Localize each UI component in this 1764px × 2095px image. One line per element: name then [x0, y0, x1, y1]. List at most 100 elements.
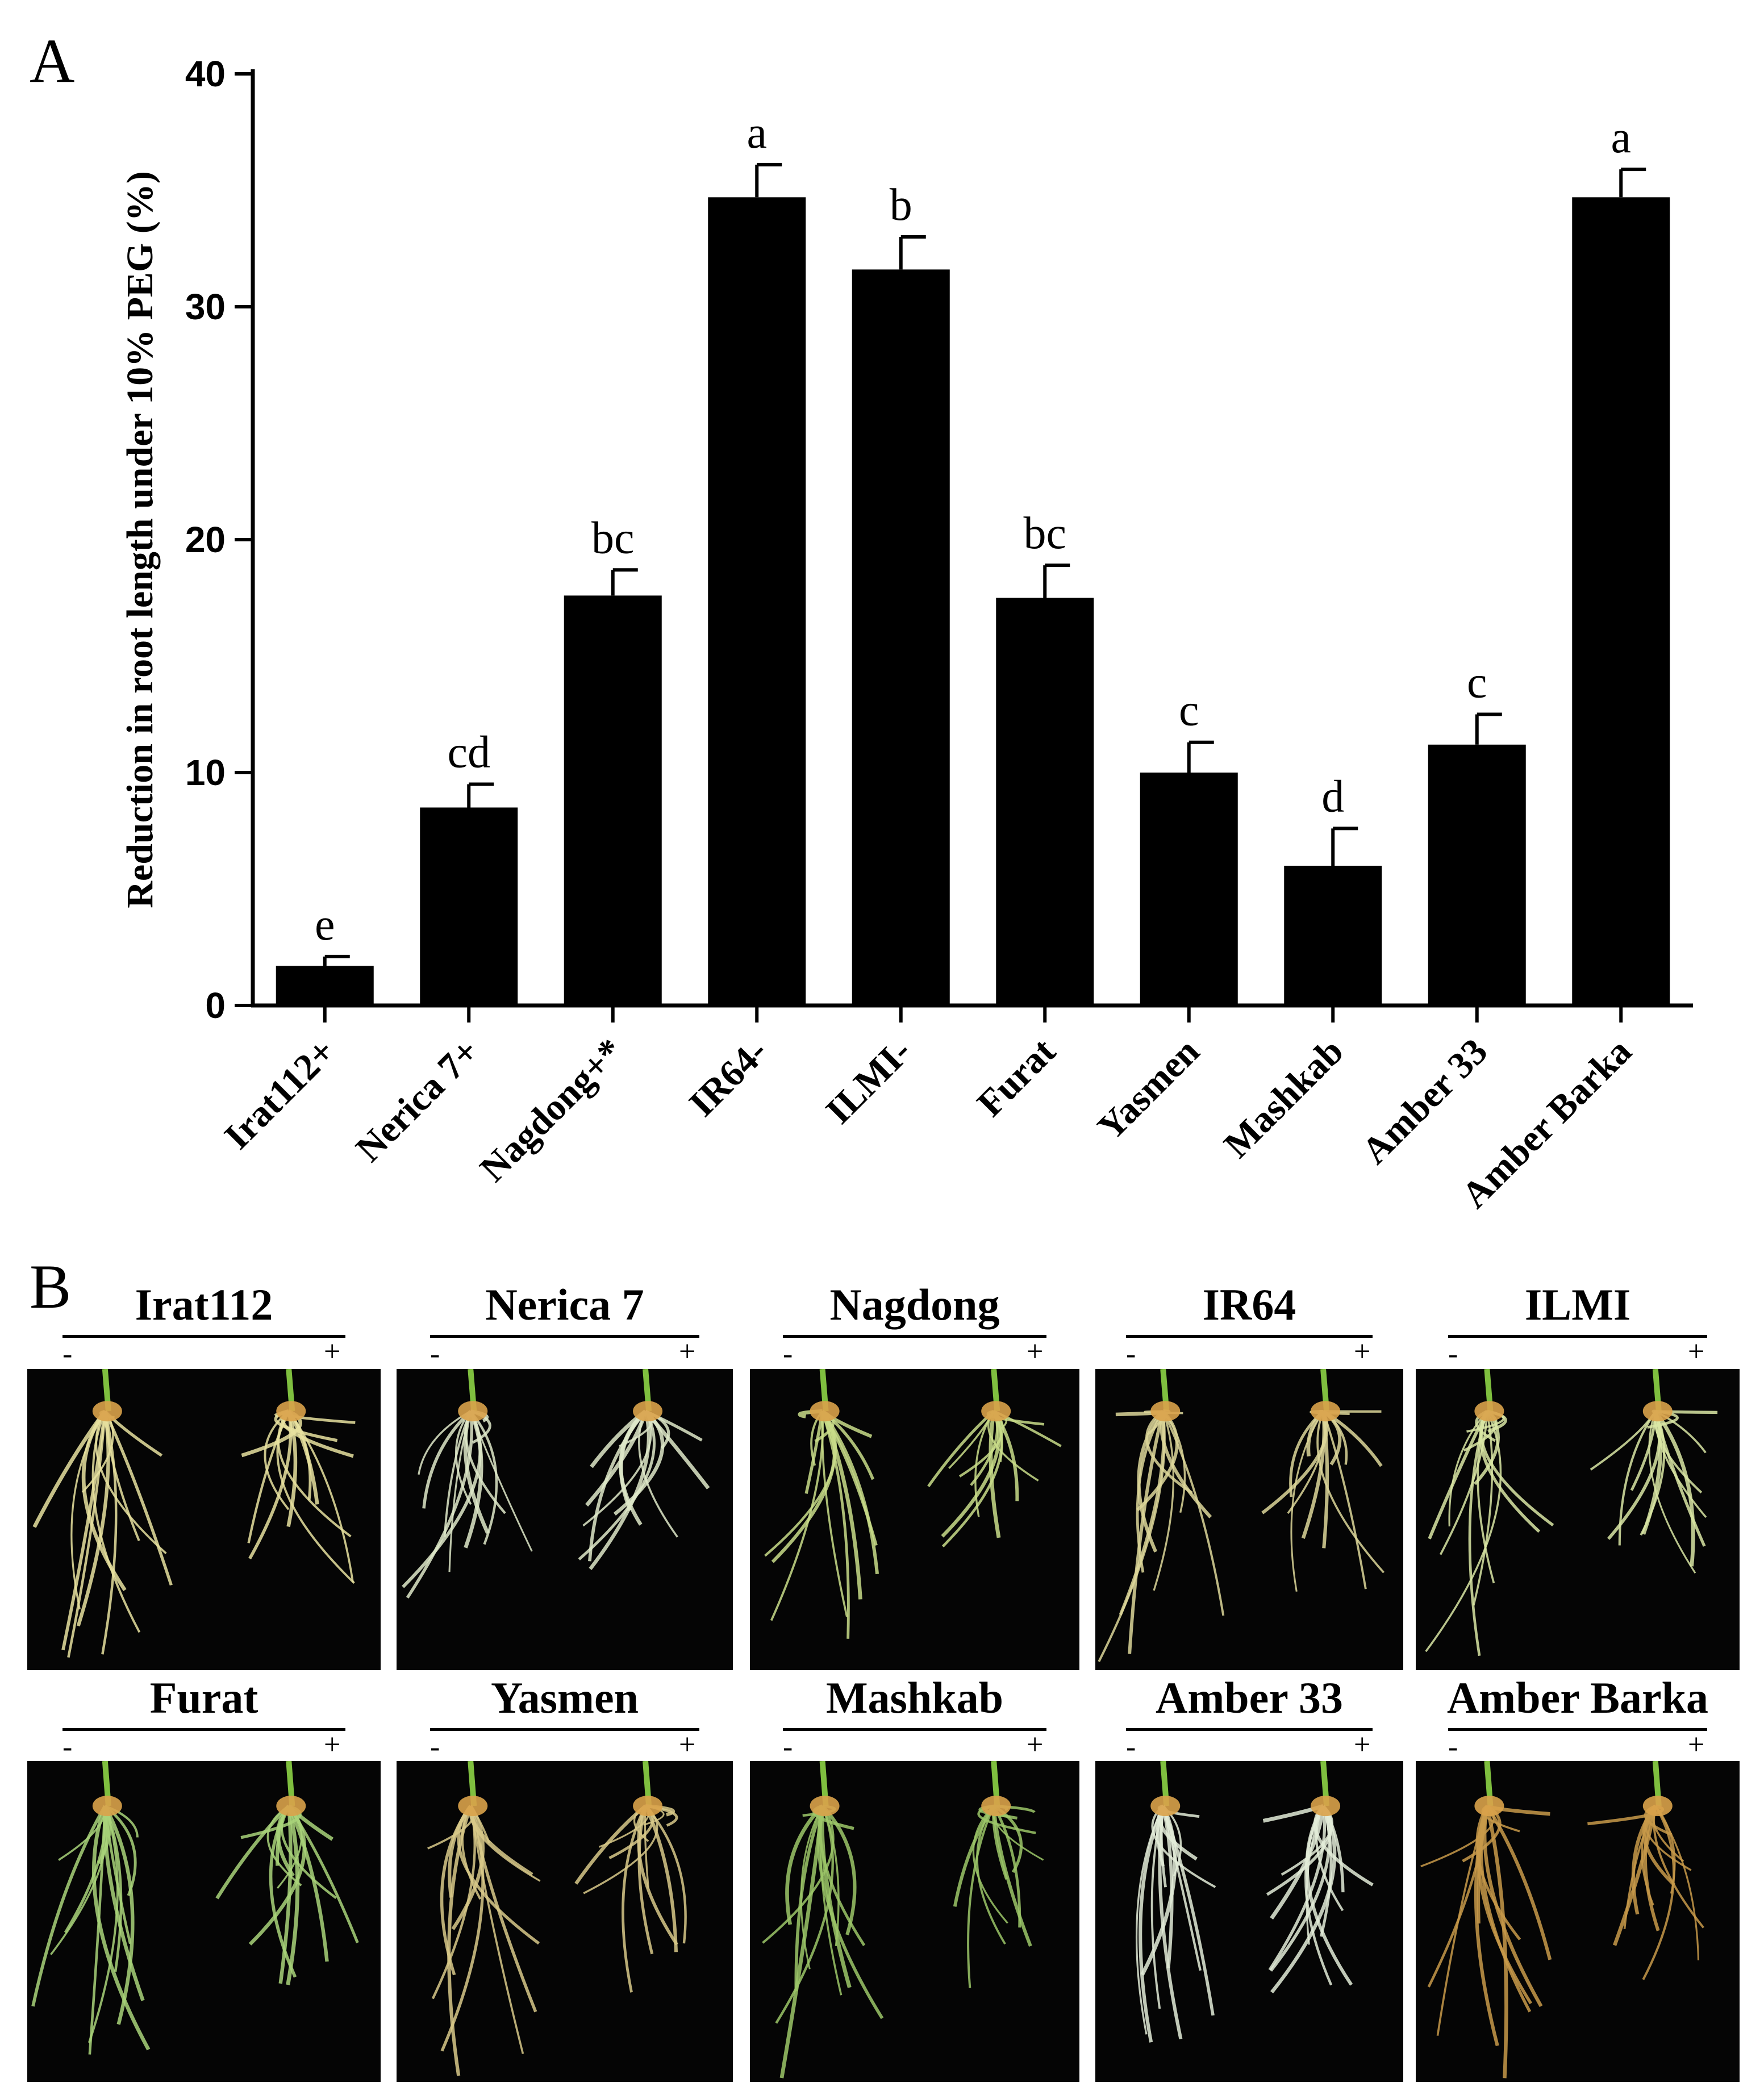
treatment-label: +: [1354, 1729, 1371, 1761]
root-photo: [1416, 1761, 1740, 2082]
control-label: -: [430, 1731, 440, 1763]
significance-label: d: [1321, 771, 1344, 821]
significance-label: a: [1611, 112, 1631, 162]
root-photo: [750, 1369, 1079, 1670]
x-tick-label: Furat: [969, 1030, 1064, 1125]
x-tick-label: ILMI-: [818, 1030, 920, 1132]
treatment-label: +: [1688, 1729, 1705, 1761]
bar: [276, 966, 374, 1005]
photo-title-rule: [62, 1335, 345, 1338]
root-photo: [1095, 1761, 1403, 2082]
treatment-label: +: [1027, 1336, 1044, 1368]
photo-title: Irat112: [135, 1280, 273, 1329]
bar-chart: 0 10 20 30 40 Reduction in root length under …: [119, 53, 1693, 1216]
root-photo-group: IR64 - +: [1095, 1283, 1403, 1670]
root-photo: [397, 1761, 733, 2082]
treatment-label: +: [324, 1729, 341, 1761]
root-illustration: [31, 1761, 359, 2055]
significance-label: bc: [1023, 508, 1066, 558]
control-label: -: [62, 1338, 73, 1370]
root-illustration: [1135, 1761, 1374, 2043]
y-axis-label: Reduction in root length under 10% PEG (…: [119, 171, 161, 908]
x-tick-label: Irat112+: [216, 1030, 343, 1157]
treatment-label: +: [1688, 1336, 1705, 1368]
root-photo-group: Nerica 7 - +: [397, 1283, 733, 1670]
bar: [1284, 866, 1382, 1005]
root-illustration: [427, 1761, 687, 2076]
root-illustration: [402, 1369, 710, 1599]
photo-title: IR64: [1202, 1280, 1296, 1329]
photo-title-rule: [1126, 1335, 1373, 1338]
significance-label: bc: [591, 513, 635, 563]
root-illustration: [1420, 1761, 1704, 2079]
x-tick-label: Mashkab: [1216, 1030, 1351, 1166]
x-tick-label: Nagdong+*: [472, 1030, 632, 1190]
photo-title: Amber 33: [1155, 1673, 1343, 1722]
significance-label: c: [1179, 686, 1199, 736]
root-photo: [1095, 1369, 1403, 1670]
photo-title: ILMI: [1524, 1280, 1631, 1329]
photo-title-rule: [783, 1728, 1046, 1731]
control-label: -: [1126, 1338, 1136, 1370]
photo-title: Mashkab: [825, 1673, 1004, 1722]
root-photo-group: Nagdong - +: [750, 1283, 1079, 1670]
root-photo: [1416, 1369, 1740, 1670]
y-tick-label: 30: [185, 286, 226, 327]
y-tick-label: 20: [185, 519, 226, 560]
bar: [852, 269, 950, 1005]
photo-title-rule: [430, 1335, 699, 1338]
photo-title: Yasmen: [490, 1673, 639, 1722]
control-label: -: [783, 1731, 793, 1763]
significance-label: c: [1467, 658, 1487, 708]
bar: [708, 197, 806, 1005]
x-tick-label: Nerica 7+: [348, 1030, 487, 1170]
bar: [1140, 773, 1238, 1005]
control-label: -: [1448, 1338, 1458, 1370]
control-label: -: [430, 1338, 440, 1370]
y-tick-label: 0: [205, 985, 226, 1026]
root-photo-group: Irat112 - +: [27, 1283, 381, 1670]
root-illustration: [32, 1369, 356, 1658]
y-tick-label: 40: [185, 53, 226, 94]
control-label: -: [62, 1731, 73, 1763]
bar: [1572, 197, 1670, 1005]
photo-title: Nerica 7: [485, 1280, 644, 1329]
root-illustration: [1098, 1369, 1385, 1662]
significance-label: e: [315, 900, 335, 950]
treatment-label: +: [679, 1729, 696, 1761]
root-photo-group: ILMI - +: [1416, 1283, 1740, 1670]
x-tick-label: IR64-: [681, 1030, 775, 1125]
photo-title-rule: [430, 1728, 699, 1731]
control-label: -: [1126, 1731, 1136, 1763]
x-tick-label: Amber 33: [1354, 1030, 1495, 1172]
bar: [420, 807, 518, 1005]
root-photo-group: Yasmen - +: [397, 1676, 733, 2082]
root-illustration: [762, 1761, 1044, 2079]
photo-title-rule: [62, 1728, 345, 1731]
significance-label: b: [890, 180, 912, 230]
root-photo-group: Furat - +: [27, 1676, 381, 2082]
significance-label: cd: [447, 728, 490, 778]
photo-title-rule: [783, 1335, 1046, 1338]
root-photo: [27, 1761, 381, 2082]
photo-title-rule: [1448, 1335, 1707, 1338]
root-photo-group: Amber 33- +: [1095, 1676, 1403, 2082]
panel-b-label: B: [30, 1252, 72, 1321]
root-photo: [397, 1369, 733, 1670]
bar: [1428, 744, 1526, 1005]
photo-title: Nagdong: [829, 1280, 1000, 1329]
control-label: -: [783, 1338, 793, 1370]
root-illustration: [1425, 1369, 1718, 1656]
root-photo-group: Amber Barka - +: [1416, 1676, 1740, 2082]
treatment-label: +: [679, 1336, 696, 1368]
photo-title: Furat: [149, 1673, 258, 1722]
root-illustration: [764, 1369, 1062, 1639]
significance-label: a: [747, 108, 767, 158]
y-tick-label: 10: [185, 752, 226, 793]
root-photo: [27, 1369, 381, 1670]
panel-a-label: A: [30, 26, 75, 95]
photo-title-rule: [1126, 1728, 1373, 1731]
treatment-label: +: [324, 1336, 341, 1368]
photo-title: Amber Barka: [1446, 1673, 1709, 1722]
photo-title-rule: [1448, 1728, 1707, 1731]
